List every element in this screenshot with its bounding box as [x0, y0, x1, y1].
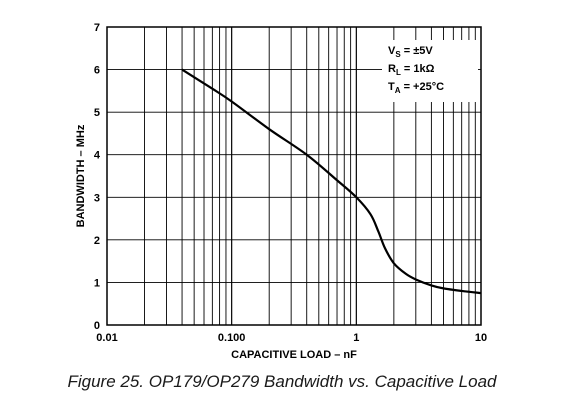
plot-frame [106, 26, 482, 326]
y-tick-label: 0 [94, 320, 100, 332]
series-line [181, 68, 482, 295]
y-tick-label: 4 [94, 150, 101, 162]
tick-labels: 0.01 0.100 1 10 0 1 2 3 4 5 6 7 [94, 22, 487, 344]
x-axis-label: CAPACITIVE LOAD – nF [231, 349, 357, 361]
y-tick-label: 7 [94, 22, 100, 34]
x-tick-label: 10 [475, 332, 487, 344]
y-tick-label: 3 [94, 192, 100, 204]
y-axis-label: BANDWIDTH – MHz [75, 124, 87, 227]
grid-lines [107, 27, 481, 325]
condition-text: TA = +25°C [388, 81, 444, 95]
figure-caption: Figure 25. OP179/OP279 Bandwidth vs. Cap… [67, 372, 497, 391]
x-tick-label: 1 [353, 332, 359, 344]
x-tick-label: 0.01 [96, 332, 117, 344]
condition-text: RL = 1kΩ [388, 63, 435, 77]
conditions-background [382, 40, 478, 102]
y-tick-label: 6 [94, 65, 100, 77]
y-tick-label: 2 [94, 235, 100, 247]
y-tick-label: 1 [94, 277, 100, 289]
x-tick-label: 0.100 [218, 332, 246, 344]
y-tick-label: 5 [94, 107, 100, 119]
conditions-box: VS = ±5V RL = 1kΩ TA = +25°C [382, 40, 478, 102]
bandwidth-chart: 0.01 0.100 1 10 0 1 2 3 4 5 6 7 VS = ±5V RL = 1kΩ TA … [75, 22, 487, 361]
condition-text: VS = ±5V [388, 45, 433, 59]
